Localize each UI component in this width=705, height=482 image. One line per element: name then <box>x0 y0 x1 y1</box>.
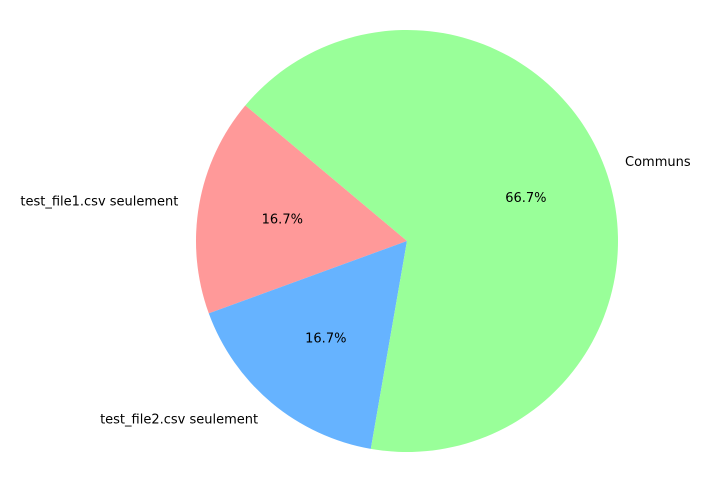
pct-label-test-file2: 16.7% <box>305 332 346 347</box>
pct-label-test-file1: 16.7% <box>262 213 303 228</box>
pct-label-communs: 66.7% <box>505 191 546 206</box>
pie-slices <box>195 29 618 452</box>
slice-label-communs: Communs <box>625 155 691 170</box>
pie-labels: test_file1.csv seulement test_file2.csv … <box>20 155 690 428</box>
pie-slice-communs <box>245 29 618 452</box>
pie-slice-test-file2 <box>208 241 407 449</box>
slice-label-test-file1: test_file1.csv seulement <box>20 194 178 209</box>
pie-slice-test-file1 <box>195 105 407 314</box>
slice-label-test-file2: test_file2.csv seulement <box>100 413 258 428</box>
